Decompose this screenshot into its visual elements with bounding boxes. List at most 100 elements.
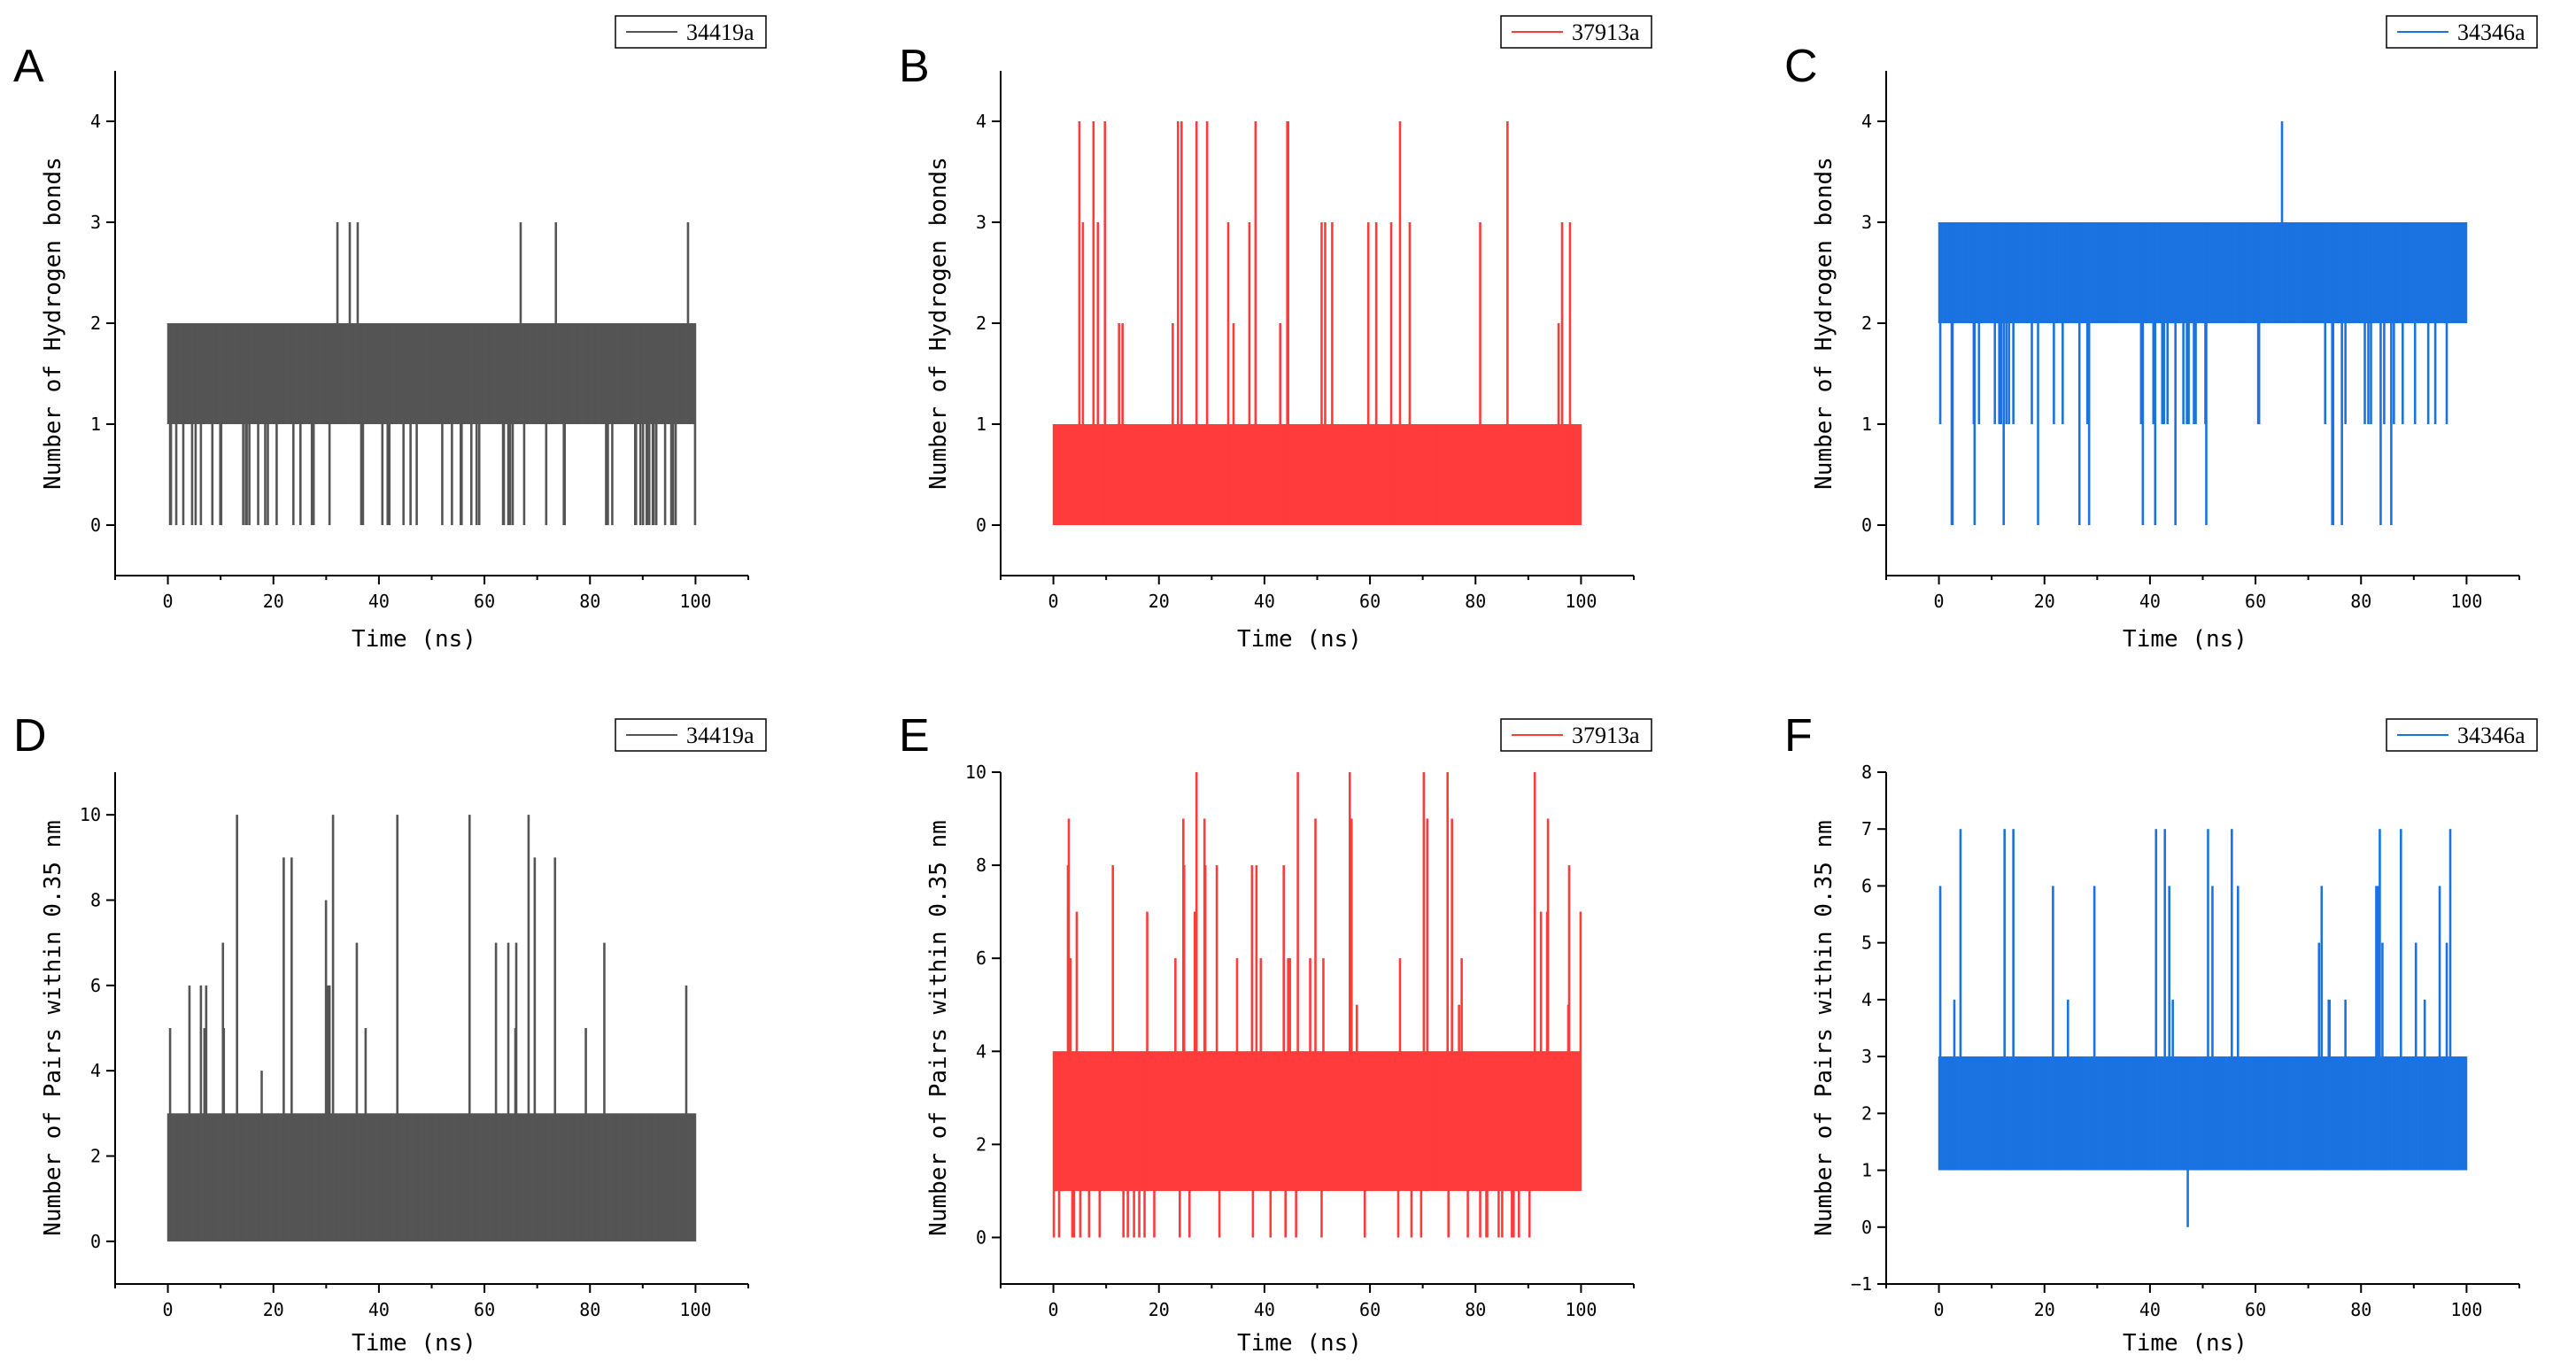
x-axis-label: Time (ns) (2123, 1330, 2247, 1357)
y-tick-label: 3 (1861, 1046, 1872, 1067)
y-axis-label: Number of Pairs within 0.35 nm (1811, 820, 1837, 1236)
x-axis-label: Time (ns) (352, 1330, 476, 1357)
x-tick-label: 100 (679, 1299, 711, 1320)
y-tick-label: 8 (976, 855, 986, 876)
x-axis-label: Time (ns) (1237, 626, 1362, 653)
y-axis-label: Number of Pairs within 0.35 nm (925, 820, 952, 1236)
legend: 34346a (2386, 15, 2538, 49)
x-tick-label: 20 (2034, 591, 2055, 612)
legend-label: 37913a (1572, 19, 1640, 45)
y-tick-label: 6 (976, 947, 986, 969)
series-37913a (1052, 121, 1582, 525)
x-tick-label: 100 (1565, 591, 1597, 612)
x-tick-label: 40 (2139, 591, 2161, 612)
y-tick-label: 1 (1861, 1160, 1872, 1181)
panel-letter: D (13, 710, 47, 762)
legend-label: 34346a (2457, 19, 2526, 45)
y-tick-label: 0 (1861, 514, 1872, 536)
x-tick-label: 0 (1048, 591, 1059, 612)
y-tick-label: 2 (90, 1146, 101, 1167)
x-tick-label: 20 (2034, 1299, 2055, 1320)
y-tick-label: 1 (976, 414, 986, 435)
x-tick-label: 80 (1465, 1299, 1486, 1320)
x-tick-label: 40 (368, 1299, 390, 1320)
y-tick-label: 2 (976, 1133, 986, 1155)
panel-f: F 0 20 40 60 80 100 −1 0 1 2 3 4 5 6 7 8 Time (ns) Number … (1784, 710, 2538, 1357)
x-axis-label: Time (ns) (1237, 1330, 1362, 1357)
y-tick-label: 0 (976, 1226, 986, 1248)
x-tick-label: 100 (679, 591, 711, 612)
y-tick-label: 6 (90, 975, 101, 996)
x-tick-label: 80 (579, 591, 600, 612)
y-tick-label: 2 (1861, 1102, 1872, 1124)
y-tick-label: 4 (90, 111, 101, 132)
panel-letter: C (1784, 41, 1818, 92)
y-tick-label: 4 (976, 111, 986, 132)
y-tick-label: −1 (1851, 1273, 1872, 1295)
y-tick-label: 4 (90, 1060, 101, 1081)
x-tick-label: 20 (263, 1299, 284, 1320)
x-axis-label: Time (ns) (2123, 626, 2247, 653)
x-axis-label: Time (ns) (352, 626, 476, 653)
x-tick-label: 0 (1048, 1299, 1059, 1320)
legend: 34419a (615, 718, 767, 752)
y-tick-label: 6 (1861, 875, 1872, 896)
x-tick-label: 100 (2450, 591, 2482, 612)
x-tick-label: 20 (1149, 1299, 1170, 1320)
legend: 37913a (1500, 15, 1652, 49)
x-tick-label: 80 (1465, 591, 1486, 612)
series-34419a (166, 815, 697, 1241)
y-tick-label: 1 (90, 414, 101, 435)
y-tick-label: 2 (90, 313, 101, 334)
x-tick-label: 40 (368, 591, 390, 612)
y-tick-label: 2 (976, 313, 986, 334)
panel-letter: F (1784, 710, 1813, 762)
y-tick-label: 0 (90, 1231, 101, 1252)
legend-label: 34419a (686, 19, 754, 45)
x-tick-label: 80 (2350, 1299, 2371, 1320)
panel-letter: B (899, 41, 930, 92)
x-tick-label: 60 (474, 591, 495, 612)
y-tick-label: 3 (976, 212, 986, 233)
x-tick-label: 60 (2245, 591, 2266, 612)
legend: 34346a (2386, 718, 2538, 752)
x-tick-label: 60 (474, 1299, 495, 1320)
y-tick-label: 8 (1861, 762, 1872, 783)
y-tick-label: 4 (1861, 989, 1872, 1010)
y-axis-label: Number of Hydrogen bonds (40, 157, 66, 490)
panel-c: C 0 20 40 60 80 100 0 1 2 3 4 Time (ns) Number of Hyd… (1784, 15, 2538, 653)
y-tick-label: 10 (965, 762, 986, 783)
x-tick-label: 0 (1934, 1299, 1945, 1320)
y-axis-label: Number of Pairs within 0.35 nm (40, 820, 66, 1236)
x-tick-label: 0 (163, 1299, 174, 1320)
y-tick-label: 3 (1861, 212, 1872, 233)
x-tick-label: 20 (263, 591, 284, 612)
panel-d: D 0 20 40 60 80 100 0 2 4 6 8 10 Time (ns) Number of P… (13, 710, 767, 1357)
series-34346a (1938, 829, 2468, 1227)
panel-a: A 0 20 40 60 80 100 0 1 2 3 4 Time (ns) Number of Hyd… (13, 15, 767, 653)
x-tick-label: 60 (1359, 1299, 1381, 1320)
y-axis-label: Number of Hydrogen bonds (1811, 157, 1837, 490)
x-tick-label: 40 (1254, 591, 1275, 612)
legend-label: 34346a (2457, 723, 2526, 748)
panel-b: B 0 20 40 60 80 100 0 1 2 3 4 Time (ns) Number of Hyd… (899, 15, 1652, 653)
y-tick-label: 3 (90, 212, 101, 233)
series-34419a (166, 222, 697, 525)
y-tick-label: 10 (80, 804, 101, 825)
legend-label: 37913a (1572, 723, 1640, 748)
legend: 37913a (1500, 718, 1652, 752)
x-tick-label: 80 (579, 1299, 600, 1320)
y-tick-label: 0 (976, 514, 986, 536)
legend: 34419a (615, 15, 767, 49)
y-axis-label: Number of Hydrogen bonds (925, 157, 952, 490)
x-tick-label: 100 (2450, 1299, 2482, 1320)
y-tick-label: 4 (1861, 111, 1872, 132)
panel-e: E 0 20 40 60 80 100 0 2 4 6 8 10 Time (ns) Number of P… (899, 710, 1652, 1357)
legend-label: 34419a (686, 723, 754, 748)
x-tick-label: 40 (1254, 1299, 1275, 1320)
x-tick-label: 100 (1565, 1299, 1597, 1320)
panel-letter: E (899, 710, 930, 762)
y-tick-label: 5 (1861, 932, 1872, 954)
x-tick-label: 80 (2350, 591, 2371, 612)
